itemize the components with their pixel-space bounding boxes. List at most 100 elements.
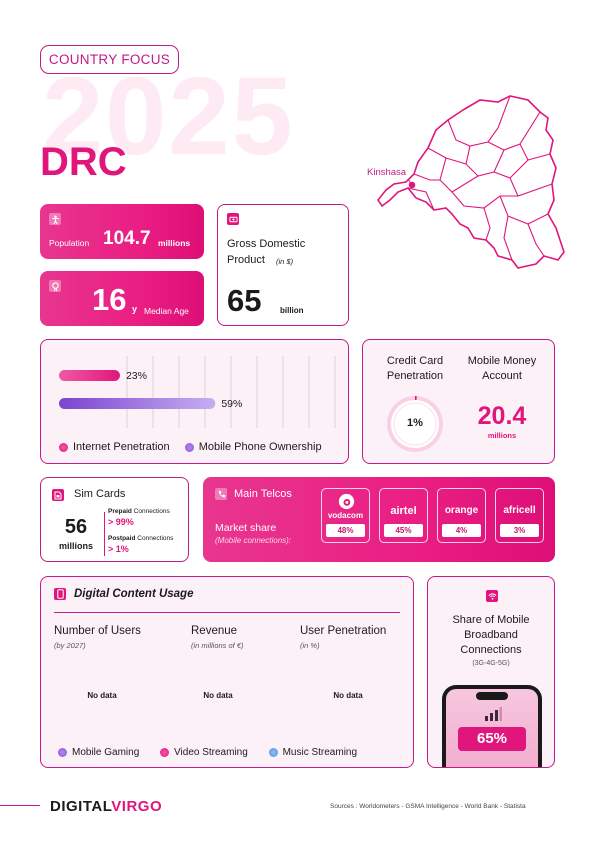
telco-africell: africell 3% — [495, 488, 544, 543]
penetration-col-sub: (in %) — [300, 641, 320, 650]
telcos-card: Main Telcos Market share (Mobile connect… — [203, 477, 555, 562]
prepaid-row: Prepaid Connections — [108, 508, 170, 515]
bar-label-mobile: 59% — [221, 398, 242, 410]
legend-music-label: Music Streaming — [282, 747, 358, 758]
mobile-money-value: 20.4 — [477, 402, 527, 430]
median-age-label: Median Age — [144, 306, 189, 316]
penetration-chart: 23% 59% — [59, 356, 336, 428]
postpaid-suffix: Connections — [137, 535, 174, 542]
telco-airtel-name: airtel — [390, 505, 417, 517]
legend-gaming: Mobile Gaming — [58, 747, 139, 758]
money-icon — [227, 213, 239, 225]
kinshasa-label: Kinshasa — [367, 167, 407, 178]
credit-card-value: 1% — [407, 417, 423, 429]
postpaid-value: 1% — [115, 544, 129, 554]
drc-map — [377, 95, 565, 269]
legend-internet: Internet Penetration — [59, 441, 170, 453]
telco-vodacom-name: vodacom — [327, 511, 364, 520]
broadband-title: Share of Mobile Broadband Connections — [452, 614, 530, 656]
digital-virgo-logo: DIGITALVIRGO — [50, 798, 162, 815]
population-label: Population — [49, 238, 90, 248]
postpaid-row: Postpaid Connections — [108, 535, 173, 542]
legend-dot-music — [268, 747, 278, 757]
bar-label-internet: 23% — [126, 370, 147, 382]
phone-screen: 65% — [446, 689, 538, 767]
telco-africell-share: 3% — [500, 524, 539, 537]
finance-card: Credit Card Penetration 1% Mobile Money … — [362, 339, 555, 464]
mobile-icon — [54, 588, 66, 600]
sim-cards-value: 56 — [64, 516, 88, 538]
gdp-suffix: billion — [280, 306, 304, 315]
penetration-col-title: User Penetration — [300, 625, 387, 637]
users-col-sub: (by 2027) — [54, 641, 86, 650]
revenue-col-title: Revenue — [191, 625, 238, 637]
prepaid-value: 99% — [115, 517, 134, 527]
median-age-card: 16 y Median Age — [40, 271, 204, 326]
revenue-col-sub: (in millions of €) — [191, 641, 244, 650]
credit-card-ring — [387, 396, 443, 452]
legend-gaming-label: Mobile Gaming — [72, 747, 140, 758]
gdp-unit: (in $) — [276, 257, 294, 266]
digital-content-title: Digital Content Usage — [74, 588, 194, 600]
telco-orange-name: orange — [444, 505, 479, 516]
digital-content-divider — [54, 612, 400, 613]
vodacom-icon — [338, 493, 355, 510]
bar-mobile — [59, 398, 216, 409]
broadband-sub: (3G-4G-5G) — [472, 660, 510, 667]
legend-mobile-label: Mobile Phone Ownership — [198, 441, 322, 453]
credit-card-title: Credit Card Penetration — [386, 355, 444, 382]
gdp-value: 65 — [227, 283, 262, 318]
brand-digital: DIGITAL — [50, 798, 112, 815]
median-age-value: 16 — [92, 282, 127, 317]
year-watermark: 2025 — [42, 55, 295, 178]
phone-notch — [476, 692, 508, 700]
legend-dot-internet — [59, 442, 68, 452]
legend-mobile: Mobile Phone Ownership — [184, 441, 322, 453]
telcos-note: (Mobile connections): — [215, 536, 292, 545]
telcos-subtitle: Market share — [215, 522, 277, 534]
footer-line — [0, 805, 40, 807]
broadband-card: Share of Mobile Broadband Connections (3… — [427, 576, 555, 768]
person-icon — [49, 213, 61, 225]
sources: Sources : Worldometers - GSMA Intelligen… — [330, 803, 526, 810]
penetration-chart-card: 23% 59% Internet Penetration Mobile Phone… — [40, 339, 349, 464]
legend-music: Music Streaming — [268, 747, 358, 758]
population-value: 104.7 — [103, 228, 151, 249]
population-unit: millions — [158, 238, 191, 248]
sim-cards-title: Sim Cards — [74, 488, 126, 500]
gdp-card: Gross Domestic Product (in $) 65 billion — [217, 204, 349, 326]
sim-icon — [52, 489, 64, 501]
telco-airtel: airtel 45% — [379, 488, 428, 543]
telco-vodacom-share: 48% — [326, 524, 365, 537]
country-title: DRC — [40, 140, 127, 184]
broadband-value: 65% — [458, 727, 526, 751]
population-card: Population 104.7 millions — [40, 204, 204, 259]
phone-icon — [215, 488, 227, 500]
postpaid-label: Postpaid — [108, 535, 136, 542]
phone-illustration: 65% — [442, 685, 542, 767]
sim-divider — [104, 512, 105, 556]
country-focus-tag: COUNTRY FOCUS — [40, 45, 179, 74]
legend-internet-label: Internet Penetration — [73, 441, 170, 453]
telco-orange: orange 4% — [437, 488, 486, 543]
legend-dot-video — [160, 747, 170, 757]
median-age-unit: y — [132, 304, 138, 314]
brand-virgo: VIRGO — [111, 798, 163, 815]
prepaid-suffix: Connections — [133, 508, 170, 515]
prepaid-label: Prepaid — [108, 508, 132, 515]
legend-video-label: Video Streaming — [174, 747, 248, 758]
legend-video: Video Streaming — [160, 747, 248, 758]
mobile-money-title: Mobile Money Account — [467, 355, 537, 382]
digital-content-card: Digital Content Usage Number of Users (b… — [40, 576, 414, 768]
telcos-title: Main Telcos — [234, 488, 292, 500]
sim-cards-card: Sim Cards 56 millions Prepaid Connection… — [40, 477, 189, 562]
telco-vodacom: vodacom 48% — [321, 488, 370, 543]
country-focus-label: COUNTRY FOCUS — [48, 52, 171, 67]
content-legend: Mobile Gaming Video Streaming Music Stre… — [58, 747, 357, 758]
users-col-value: No data — [87, 691, 117, 700]
head-icon — [49, 280, 61, 292]
telco-airtel-share: 45% — [384, 524, 423, 537]
penetration-col-value: No data — [333, 691, 363, 700]
prepaid-value-row: > 99% — [108, 517, 134, 527]
postpaid-value-row: > 1% — [108, 544, 129, 554]
